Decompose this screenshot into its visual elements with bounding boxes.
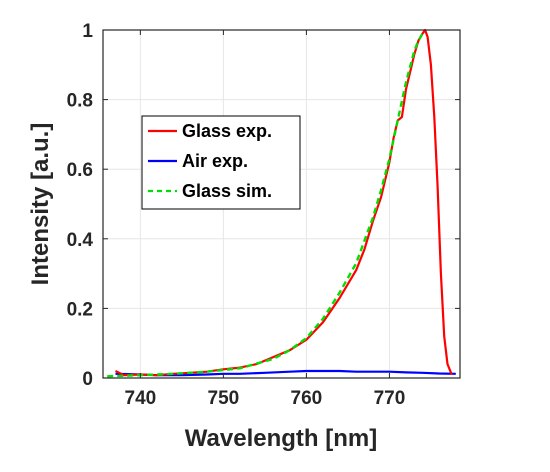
- x-tick-label: 750: [208, 388, 240, 409]
- legend-label-glass-exp: Glass exp.: [182, 121, 272, 141]
- ticks: 740 750 760 770 0 0.2 0.4 0.6 0.8 1: [67, 21, 460, 409]
- x-tick-label: 760: [291, 388, 323, 409]
- y-tick-label: 1: [82, 21, 93, 42]
- y-tick-label: 0.4: [67, 230, 94, 251]
- y-tick-label: 0.8: [67, 91, 93, 112]
- legend: Glass exp. Air exp. Glass sim.: [141, 115, 301, 210]
- series-group: [107, 28, 456, 378]
- x-axis-label: Wavelength [nm]: [185, 425, 377, 452]
- legend-label-glass-sim: Glass sim.: [182, 181, 272, 201]
- x-tick-label: 770: [374, 388, 406, 409]
- legend-label-air-exp: Air exp.: [182, 151, 248, 171]
- y-tick-label: 0.6: [67, 160, 93, 181]
- series-line-air-exp: [115, 369, 456, 377]
- y-axis-label: Intensity [a.u.]: [27, 123, 54, 286]
- x-tick-label: 740: [125, 388, 157, 409]
- plot-frame: [102, 29, 461, 379]
- y-tick-label: 0: [82, 369, 93, 390]
- y-tick-label: 0.2: [67, 299, 93, 320]
- series-line-glass-sim: [107, 32, 424, 378]
- series-line-glass-exp: [115, 28, 453, 377]
